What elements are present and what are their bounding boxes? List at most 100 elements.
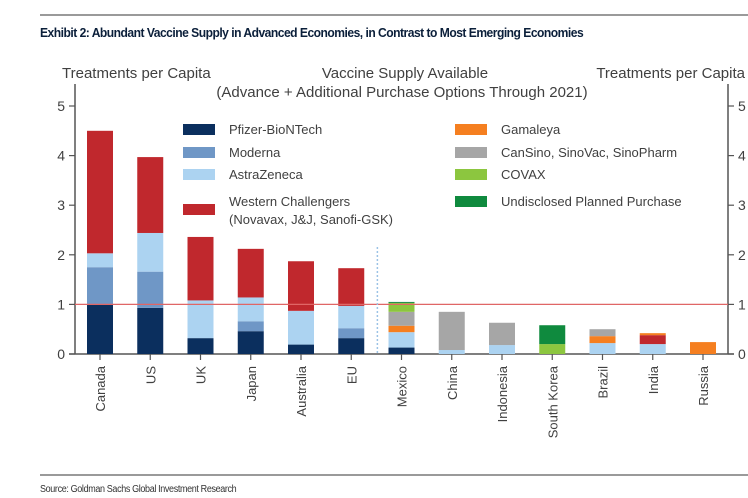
legend-label: Undisclosed Planned Purchase — [501, 194, 682, 209]
bar-segment — [87, 304, 113, 354]
bar-segment — [87, 267, 113, 305]
legend-label: Pfizer-BioNTech — [229, 122, 322, 137]
legend-item: Gamaleya — [455, 122, 561, 137]
legend-swatch — [183, 204, 215, 215]
legend-item: COVAX — [455, 167, 546, 182]
bar-segment — [589, 343, 616, 354]
bar-segment — [388, 332, 415, 348]
bar-segment — [338, 328, 365, 339]
right-axis-title: Treatments per Capita — [596, 65, 745, 82]
legend-item: Undisclosed Planned Purchase — [455, 194, 682, 209]
legend-item: AstraZeneca — [183, 167, 303, 182]
legend-label: Western Challengers — [229, 194, 351, 209]
source-note: Source: Goldman Sachs Global Investment … — [40, 484, 237, 495]
bar-segment — [589, 336, 616, 344]
legend-swatch — [455, 169, 487, 180]
chart-subtitle: (Advance + Additional Purchase Options T… — [216, 84, 587, 101]
left-axis-title: Treatments per Capita — [62, 65, 211, 82]
legend-label: AstraZeneca — [229, 167, 303, 182]
x-tick-label: Australia — [294, 365, 309, 416]
exhibit-title: Exhibit 2: Abundant Vaccine Supply in Ad… — [40, 25, 584, 40]
top-rule — [40, 14, 748, 16]
legend-item: Moderna — [183, 145, 281, 160]
legend-label: Moderna — [229, 145, 281, 160]
legend: Pfizer-BioNTech Moderna AstraZeneca Western… — [183, 122, 682, 227]
x-axis-labels: Canada US UK Japan Australia EU Mexico China Ind… — [93, 365, 711, 438]
legend-swatch — [455, 124, 487, 135]
legend-label: (Novavax, J&J, Sanofi-GSK) — [229, 212, 393, 227]
bar-stack-brazil — [589, 329, 616, 354]
bar-segment — [187, 338, 214, 354]
bar-segment — [589, 329, 616, 337]
bar-segment — [388, 325, 415, 333]
right-y-tick-label: 1 — [738, 296, 746, 312]
chart-title: Vaccine Supply Available — [322, 65, 488, 82]
legend-swatch — [183, 169, 215, 180]
bar-stack-india — [639, 333, 666, 354]
bar-segment — [137, 157, 164, 233]
left-y-tick-label: 5 — [57, 98, 65, 114]
legend-swatch — [455, 147, 487, 158]
bar-stack-mexico — [388, 301, 415, 354]
legend-label: CanSino, SinoVac, SinoPharm — [501, 145, 677, 160]
x-tick-label: South Korea — [545, 365, 560, 438]
x-tick-label: Mexico — [395, 366, 410, 407]
bar-segment — [539, 325, 566, 345]
legend-label: COVAX — [501, 167, 546, 182]
left-y-tick-label: 3 — [57, 197, 65, 213]
bar-stack-australia — [288, 261, 314, 354]
right-y-tick-label: 5 — [738, 98, 746, 114]
bar-segment — [187, 236, 214, 301]
right-y-tick-label: 2 — [738, 247, 746, 263]
bar-segment — [388, 347, 415, 354]
legend-swatch — [183, 124, 215, 135]
bar-segment — [388, 302, 415, 312]
bar-stack-russia — [690, 342, 716, 354]
bar-segment — [690, 342, 716, 354]
x-tick-label: US — [143, 366, 158, 384]
left-y-tick-label: 0 — [57, 346, 65, 362]
bar-segment — [237, 248, 264, 298]
bar-stack-us — [137, 157, 164, 354]
x-tick-label: India — [646, 365, 661, 394]
bar-segment — [237, 331, 264, 354]
x-tick-label: China — [445, 365, 460, 400]
bar-stack-china — [438, 311, 465, 354]
x-tick-label: Brazil — [596, 366, 611, 399]
bar-segment — [388, 311, 415, 326]
overlays — [75, 247, 728, 354]
bar-segment — [639, 344, 666, 354]
bar-segment — [438, 350, 465, 354]
bar-segment — [639, 333, 666, 336]
left-y-tick-label: 4 — [57, 148, 65, 164]
legend-swatch — [183, 147, 215, 158]
bar-stack-uk — [187, 236, 214, 354]
bar-segment — [137, 232, 164, 272]
bar-segment — [288, 261, 314, 311]
bar-segment — [137, 307, 164, 354]
bar-segment — [187, 300, 214, 339]
legend-label: Gamaleya — [501, 122, 561, 137]
bar-segment — [288, 310, 314, 345]
bar-segment — [237, 321, 264, 332]
bar-segment — [489, 345, 515, 354]
right-y-tick-label: 3 — [738, 197, 746, 213]
bar-stack-indonesia — [489, 322, 515, 354]
bar-segment — [539, 344, 566, 354]
x-tick-label: Japan — [244, 366, 259, 401]
bar-segment — [338, 338, 365, 354]
right-y-tick-label: 4 — [738, 148, 746, 164]
x-tick-label: EU — [344, 366, 359, 384]
x-tick-label: Indonesia — [495, 365, 510, 422]
bottom-rule — [40, 474, 748, 476]
bar-segment — [489, 322, 515, 346]
bar-segment — [288, 344, 314, 354]
bars — [87, 130, 716, 354]
bar-stack-japan — [237, 248, 264, 354]
left-y-tick-label: 1 — [57, 296, 65, 312]
bar-stack-canada — [87, 130, 113, 354]
bar-segment — [639, 335, 666, 345]
x-tick-label: Russia — [696, 365, 711, 406]
bar-segment — [338, 268, 365, 306]
